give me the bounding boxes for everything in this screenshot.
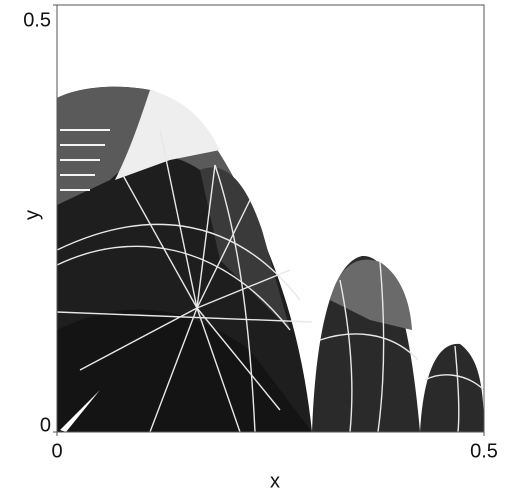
image-region: [330, 259, 412, 330]
y-tick-label: 0.5: [23, 9, 51, 31]
image-stripes: [60, 129, 110, 191]
plot-image: [57, 86, 484, 432]
y-tick-label: 0: [40, 414, 51, 436]
x-tick-label: 0.5: [470, 440, 498, 462]
image-region: [115, 90, 220, 180]
x-axis-label: x: [270, 470, 280, 492]
image-lines: [57, 129, 484, 432]
plot-frame: [56, 4, 485, 433]
y-axis-label: y: [21, 210, 43, 220]
image-region: [60, 390, 100, 432]
image-region: [420, 343, 484, 432]
x-tick-label: 0: [51, 440, 62, 462]
image-region: [57, 309, 312, 432]
